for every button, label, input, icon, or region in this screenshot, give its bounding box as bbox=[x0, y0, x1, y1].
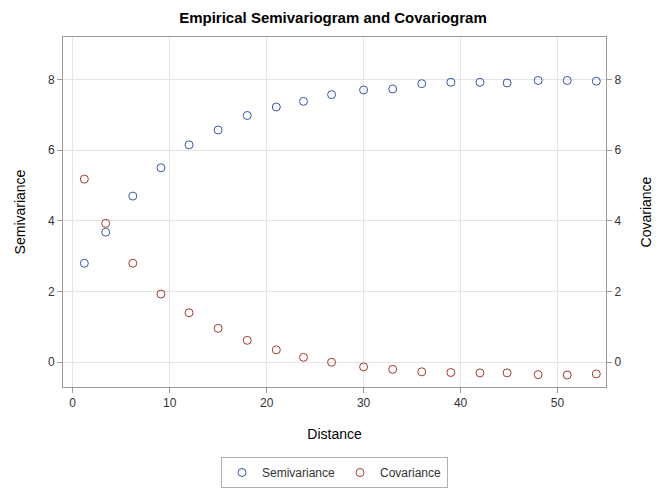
svg-text:8: 8 bbox=[614, 73, 621, 87]
svg-text:Covariance: Covariance bbox=[380, 466, 441, 480]
svg-text:6: 6 bbox=[48, 143, 55, 157]
svg-text:50: 50 bbox=[551, 396, 565, 410]
svg-text:Distance: Distance bbox=[307, 426, 362, 442]
svg-text:0: 0 bbox=[69, 396, 76, 410]
svg-text:4: 4 bbox=[614, 214, 621, 228]
svg-text:2: 2 bbox=[48, 285, 55, 299]
svg-text:6: 6 bbox=[614, 143, 621, 157]
svg-text:4: 4 bbox=[48, 214, 55, 228]
svg-text:8: 8 bbox=[48, 73, 55, 87]
svg-text:0: 0 bbox=[614, 355, 621, 369]
svg-text:2: 2 bbox=[614, 285, 621, 299]
svg-text:30: 30 bbox=[357, 396, 371, 410]
svg-text:Semivariance: Semivariance bbox=[262, 466, 335, 480]
svg-text:40: 40 bbox=[454, 396, 468, 410]
svg-text:Empirical Semivariogram and Co: Empirical Semivariogram and Covariogram bbox=[179, 9, 487, 26]
svg-text:0: 0 bbox=[48, 355, 55, 369]
svg-text:20: 20 bbox=[260, 396, 274, 410]
svg-text:10: 10 bbox=[163, 396, 177, 410]
svg-text:Covariance: Covariance bbox=[638, 176, 654, 247]
svg-text:Semivariance: Semivariance bbox=[12, 169, 28, 254]
